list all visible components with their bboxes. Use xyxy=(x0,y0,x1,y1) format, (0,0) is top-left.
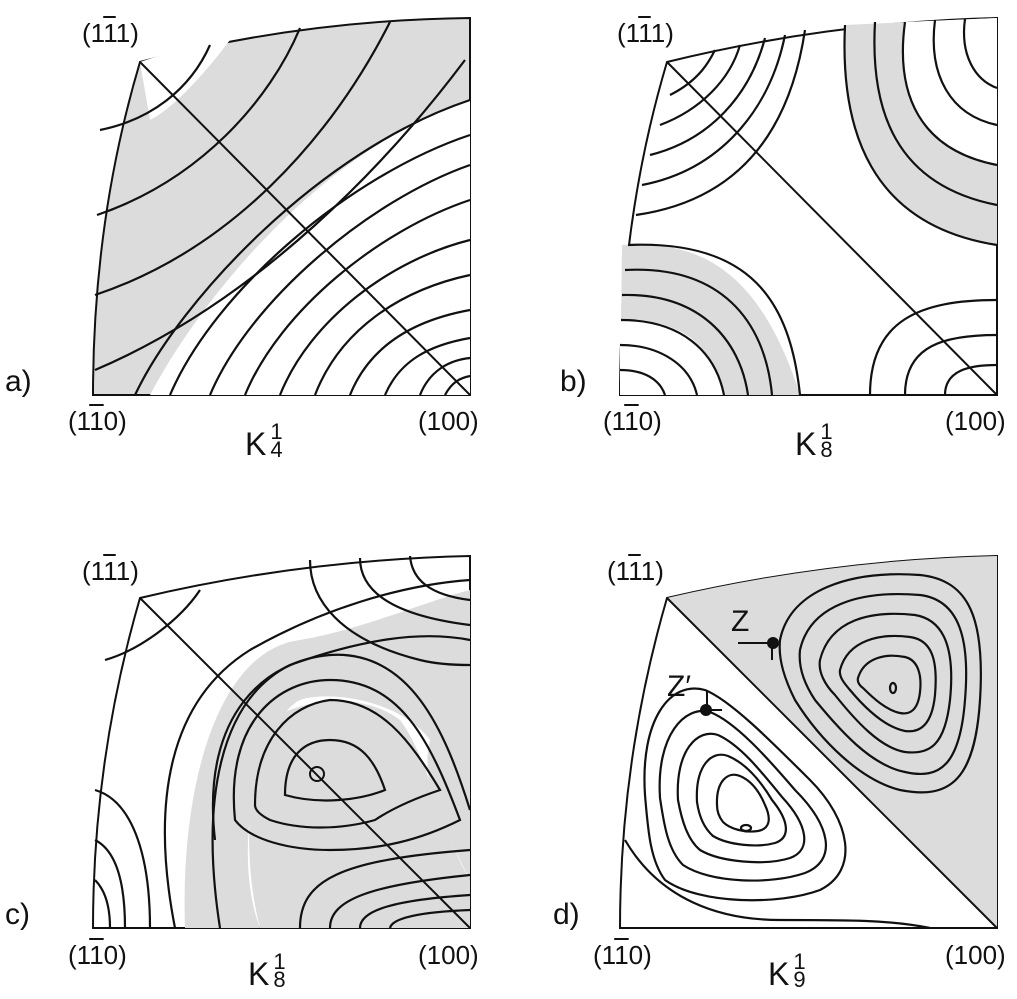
panel-c-corner-left: (110) xyxy=(68,940,127,970)
panel-c-plot xyxy=(91,554,472,929)
panel-b-shade-bl-inner xyxy=(620,320,725,395)
panel-b-letter: b) xyxy=(560,365,587,398)
panel-b-corner-top: (111) xyxy=(617,18,674,48)
panel-b-corner-left: (110) xyxy=(603,406,662,436)
panel-d-corner-left: (110) xyxy=(593,940,652,970)
panel-d-shade xyxy=(667,556,997,928)
panel-b-plot xyxy=(618,16,998,396)
panel-c-corner-top: (111) xyxy=(82,556,139,586)
panel-c-corner-right: (100) xyxy=(418,940,479,970)
panel-c-contours xyxy=(94,555,472,929)
panel-d-z-dot xyxy=(767,637,779,649)
panel-c-shade xyxy=(184,590,471,928)
panel-b-diagonal xyxy=(666,61,998,396)
panel-c-letter: c) xyxy=(5,898,30,931)
panel-d-z-prime-label: Z′ xyxy=(667,670,691,703)
panel-c-diagonal xyxy=(139,597,471,929)
panel-a-corner-right: (100) xyxy=(418,406,479,436)
panel-a-corner-left: (110) xyxy=(68,406,127,436)
panel-b-corner-right: (100) xyxy=(945,406,1006,436)
panel-a-corner-top: (111) xyxy=(82,18,139,48)
panel-d-contours xyxy=(624,573,982,930)
panel-c-shade-core xyxy=(249,701,470,928)
panel-b-shade-top-right-inner xyxy=(902,18,997,165)
panel-a-plot xyxy=(91,16,471,396)
panel-a-white-region xyxy=(150,100,470,395)
panel-d-z-label: Z xyxy=(731,605,750,638)
panel-a-white-region-2 xyxy=(140,40,230,120)
panel-c-center-marker xyxy=(309,766,325,782)
panel-d-corner-right: (100) xyxy=(945,940,1006,970)
panel-d-letter: d) xyxy=(553,898,580,931)
panel-b-contours xyxy=(619,18,998,396)
panel-d-z-prime-dot xyxy=(700,704,712,716)
panel-a-contours xyxy=(94,21,471,396)
panel-d-diagonal xyxy=(666,597,998,929)
panel-d-corner-top: (111) xyxy=(607,556,664,586)
panel-d-plot xyxy=(618,554,998,930)
panel-a-letter: a) xyxy=(5,365,32,398)
